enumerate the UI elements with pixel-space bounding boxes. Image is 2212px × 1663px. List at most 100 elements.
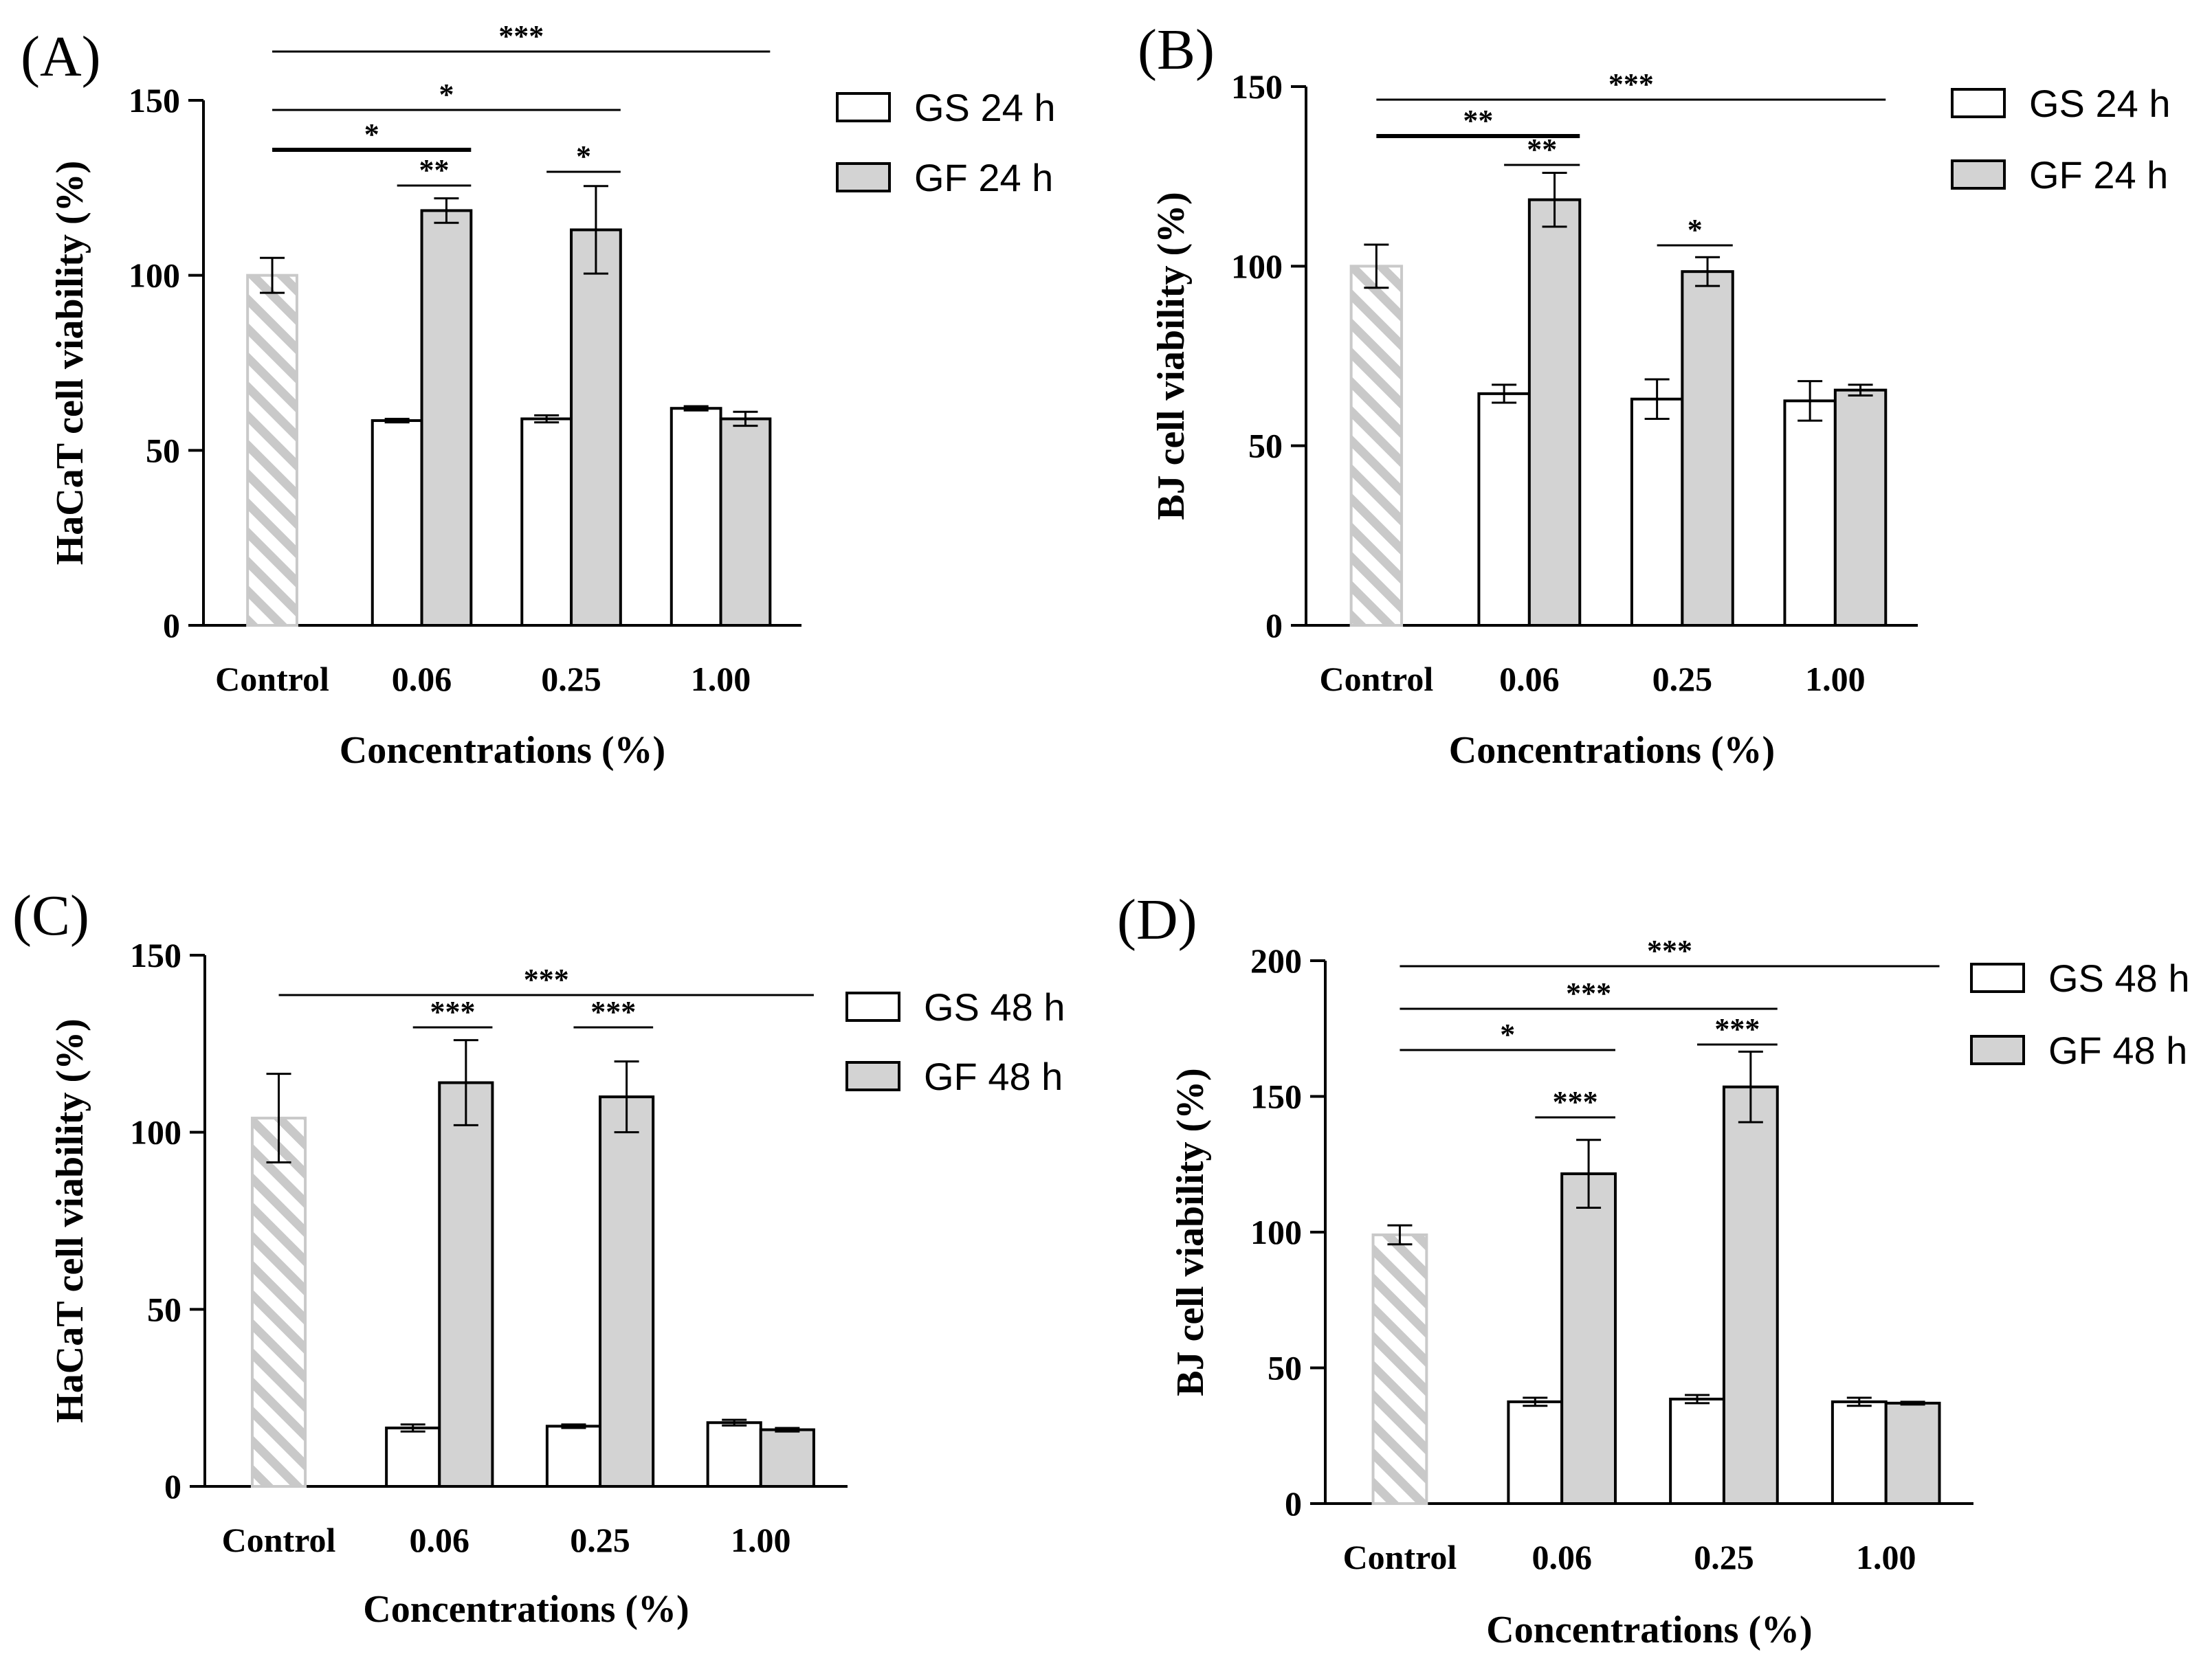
significance-label: *** [1647,934,1692,968]
y-axis-title: BJ cell viability (%) [1169,1068,1212,1396]
legend-label: GF 48 h [924,1055,1063,1098]
legend-swatch-gf [1970,1035,2025,1065]
x-tick-label: 0.06 [1499,660,1560,698]
x-tick-label: 0.25 [1694,1538,1754,1576]
significance-label: *** [430,995,476,1029]
legend-label: GS 24 h [2029,82,2170,125]
y-tick-label: 100 [1250,1213,1302,1251]
bar-control [250,1117,307,1488]
significance-label: *** [590,995,636,1029]
bar-gs [1507,1400,1564,1505]
x-tick-label: 1.00 [1856,1538,1916,1576]
legend-label: GF 24 h [914,156,1053,199]
legend-label: GS 24 h [914,86,1055,129]
panel-label: (A) [21,25,101,89]
significance-label: ** [1463,104,1493,137]
x-tick-label: 0.06 [1531,1538,1592,1576]
significance-label: * [1500,1018,1515,1051]
panel-c: (C) 0 50 100 150 Control 0.06 0.25 1.00 Concentra… [12,884,1065,1631]
significance-label: ** [1527,133,1557,166]
y-tick-label: 150 [129,81,180,120]
y-tick-label: 100 [1231,247,1283,285]
x-tick-label: 1.00 [1805,660,1866,698]
legend-label: GS 48 h [924,985,1065,1029]
x-axis-title: Concentrations (%) [363,1588,689,1631]
y-tick-label: 150 [1250,1078,1302,1116]
y-tick-label: 150 [1231,67,1283,106]
significance-label: *** [524,963,569,996]
y-tick-label: 50 [1268,1349,1302,1387]
bar-gs [545,1425,602,1488]
legend-label: GF 24 h [2029,153,2168,197]
y-tick-label: 0 [164,1467,181,1506]
bar-gf [719,417,772,627]
bar-gf [1833,388,1888,627]
legend-swatch-gs [1951,88,2006,118]
bar-gf [599,1095,655,1488]
legend-label: GF 48 h [2048,1029,2187,1072]
bar-gs [370,419,423,627]
significance-label: * [1688,213,1703,247]
x-tick-label: 1.00 [731,1521,791,1559]
bar-gf [759,1428,815,1488]
y-axis-title: BJ cell viability (%) [1150,192,1193,520]
bar-gf [1722,1085,1779,1506]
panel-label: (C) [12,884,89,948]
x-axis-title: Concentrations (%) [1486,1609,1812,1651]
bar-gs [706,1421,762,1488]
x-tick-label: 1.00 [691,660,751,698]
panel-b: (B) 0 50 100 150 Control 0.06 0.25 1.00 Concentra… [1138,18,2170,772]
significance-label: * [364,118,379,151]
legend-swatch-gs [845,992,900,1022]
bar-gf [1681,270,1734,627]
x-tick-label: 0.06 [392,660,452,698]
x-tick-label: 0.25 [1652,660,1713,698]
bar-gf [1527,198,1582,627]
y-tick-label: 150 [130,936,181,974]
bar-gs [1831,1400,1888,1505]
y-tick-label: 50 [147,1290,181,1328]
significance-label: *** [1553,1085,1598,1119]
bar-gs [1630,397,1684,627]
y-tick-label: 200 [1250,941,1302,980]
bar-gs [1477,392,1531,627]
y-tick-label: 100 [129,256,180,295]
y-tick-label: 50 [146,431,180,469]
y-axis-title: HaCaT cell viability (%) [49,1018,91,1423]
x-tick-label: 0.25 [570,1521,630,1559]
legend-swatch-gf [836,162,891,192]
bar-control [1349,265,1404,627]
significance-label: *** [1566,976,1611,1010]
significance-label: * [576,139,591,173]
legend-label: GS 48 h [2048,957,2189,1000]
y-axis-title: HaCaT cell viability (%) [49,161,91,566]
legend-swatch-gs [836,92,891,122]
panel-d: (D) 0 50 100 150 200 Control 0.06 0.25 1.00 Concen… [1117,888,2189,1651]
panel-label: (D) [1117,888,1197,952]
bar-gf [420,209,473,627]
bar-gs [385,1426,441,1488]
significance-label: *** [1608,67,1654,101]
y-tick-label: 0 [1285,1484,1302,1523]
x-tick-label: Control [215,660,329,698]
bar-gs [1783,399,1837,627]
y-tick-label: 0 [1265,606,1283,645]
bar-gs [670,407,722,627]
bar-control [246,274,298,627]
legend-swatch-gf [845,1061,900,1091]
significance-label: *** [1714,1012,1760,1046]
bar-gf [438,1081,494,1488]
panel-label: (B) [1138,18,1215,82]
panel-a: (A) 0 50 100 150 Control 0.06 0.25 1.00 Concentra… [21,19,1055,772]
significance-label: *** [498,19,544,53]
x-axis-title: Concentrations (%) [340,729,665,772]
x-tick-label: 0.06 [410,1521,470,1559]
y-tick-label: 100 [130,1113,181,1152]
bar-gs [520,417,573,627]
bar-gf [570,228,622,627]
bar-gf [1560,1172,1617,1505]
y-tick-label: 50 [1248,427,1283,465]
bar-gf [1884,1401,1941,1505]
bar-gs [1669,1397,1725,1506]
